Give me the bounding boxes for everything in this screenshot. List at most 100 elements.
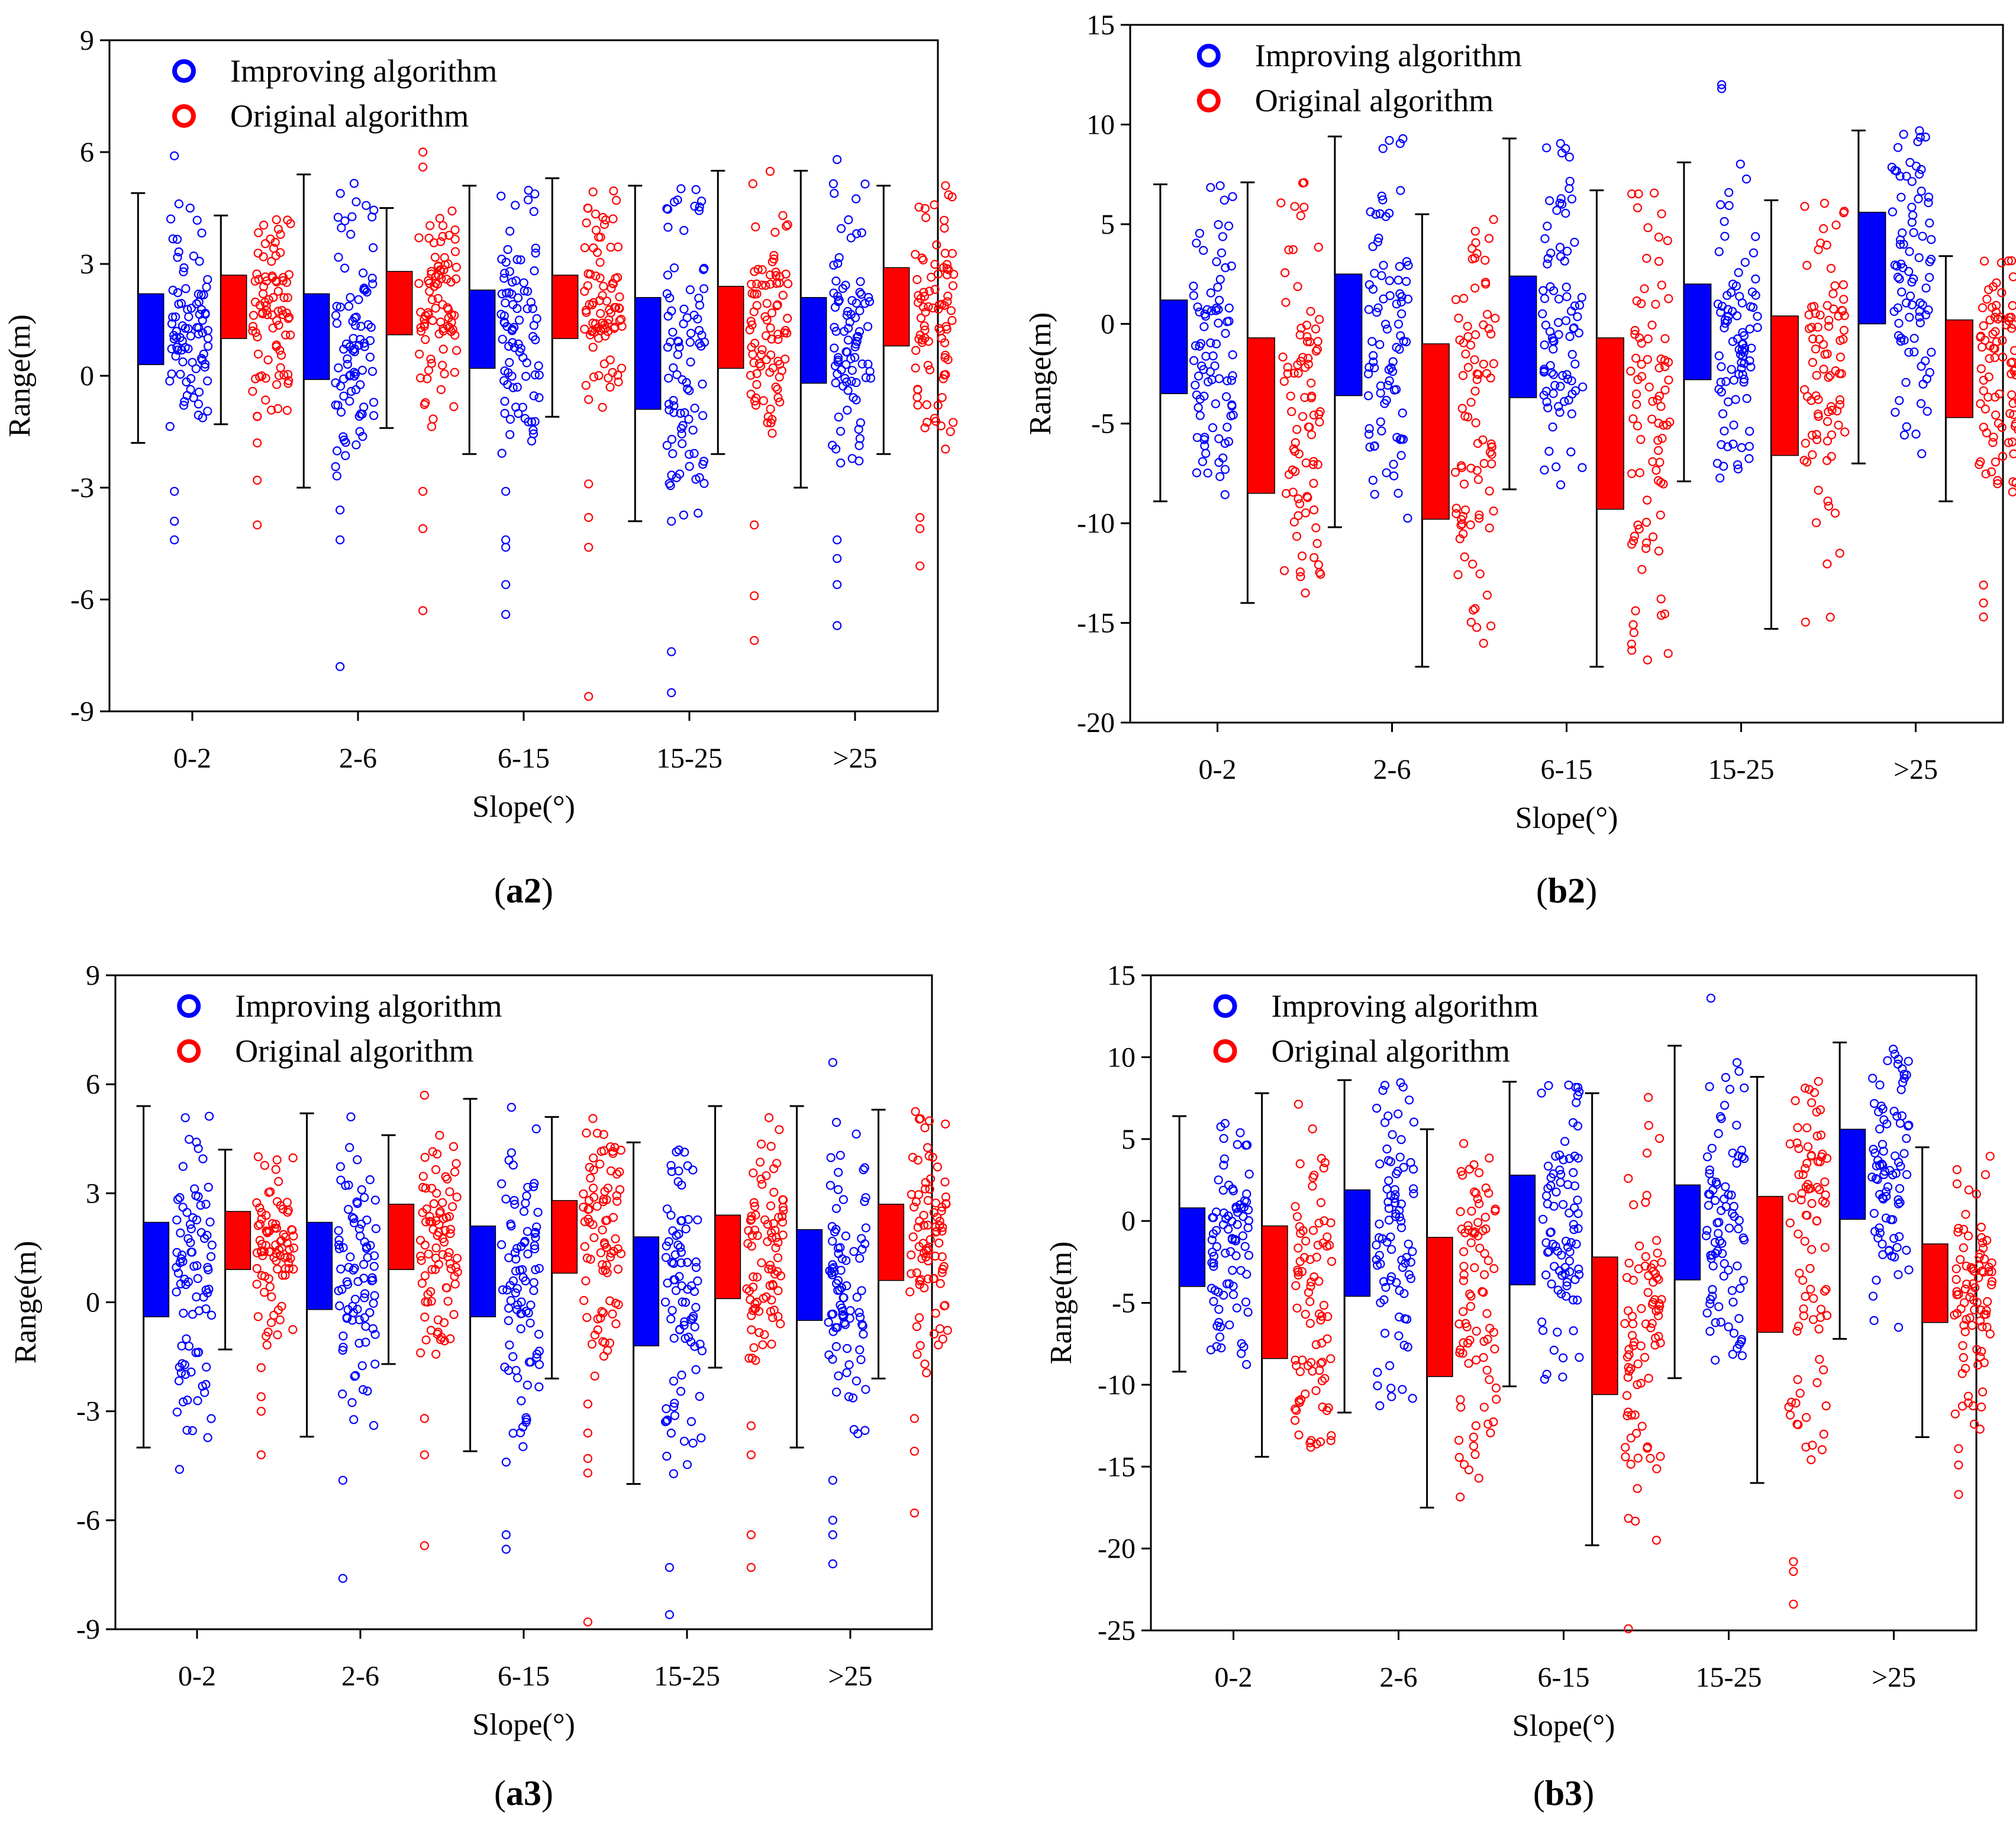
box-rect [1261, 1225, 1288, 1359]
scatter-point [605, 1296, 615, 1306]
scatter-point [1480, 1249, 1489, 1258]
scatter-point [598, 291, 607, 300]
scatter-point [505, 357, 514, 368]
scatter-point [833, 1276, 843, 1285]
scatter-point [276, 248, 285, 257]
scatter-point [828, 1355, 837, 1364]
scatter-point [598, 1337, 608, 1346]
scatter-point [1734, 1314, 1744, 1323]
scatter-point [690, 201, 699, 211]
scatter-point [934, 1340, 943, 1350]
scatter-point [202, 282, 211, 292]
scatter-point [416, 1348, 425, 1358]
scatter-point [1574, 1264, 1583, 1274]
scatter-point [828, 1236, 837, 1246]
scatter-point [948, 281, 958, 291]
scatter-point [1801, 1292, 1810, 1301]
scatter-point [773, 334, 783, 344]
scatter-point [1635, 1241, 1644, 1250]
scatter-point [253, 412, 262, 421]
scatter-point [833, 353, 843, 362]
scatter-point [1570, 359, 1580, 369]
scatter-point [1545, 196, 1554, 205]
scatter-point [1624, 1366, 1634, 1376]
outlier-point [750, 520, 759, 530]
scatter-point [1387, 1245, 1396, 1254]
scatter-point [1470, 355, 1479, 365]
scatter-point [202, 1362, 211, 1372]
scatter-point [1482, 1365, 1492, 1375]
scatter-point [686, 1417, 696, 1426]
scatter-point [277, 305, 287, 315]
scatter-point [350, 1372, 359, 1381]
scatter-point [511, 402, 521, 412]
scatter-point [1812, 1182, 1822, 1192]
scatter-point [1705, 1165, 1714, 1175]
scatter-point [1708, 1261, 1718, 1271]
scatter-point [1364, 430, 1374, 439]
outlier-point [583, 1468, 593, 1478]
scatter-point [1232, 1303, 1241, 1313]
scatter-point [1396, 1078, 1405, 1088]
scatter-point [1224, 303, 1234, 313]
scatter-point [282, 1198, 292, 1207]
scatter-point [1629, 536, 1638, 546]
scatter-point [1291, 1404, 1300, 1414]
scatter-point [1578, 382, 1588, 392]
scatter-point [751, 400, 761, 410]
scatter-point [1656, 402, 1666, 411]
box-improving-6-15 [1502, 1080, 1584, 1388]
scatter-point [1227, 1216, 1237, 1226]
scatter-point [1649, 532, 1658, 542]
scatter-point [1294, 1100, 1303, 1109]
scatter-point [584, 1195, 594, 1206]
scatter-point [276, 230, 285, 239]
scatter-point [1917, 186, 1926, 196]
scatter-point [1377, 426, 1386, 436]
scatter-point [1215, 295, 1224, 305]
scatter-point [353, 1155, 362, 1165]
scatter-point [346, 1112, 356, 1121]
scatter-point [1702, 1226, 1712, 1235]
scatter-point [767, 428, 777, 438]
scatter-point [175, 333, 185, 343]
scatter-point [1309, 505, 1319, 515]
scatter-point [339, 391, 349, 401]
scatter-point [450, 1279, 460, 1289]
scatter-point [1224, 437, 1233, 446]
box-rect [1596, 337, 1624, 510]
scatter-point [1463, 321, 1472, 331]
scatter-point [689, 1287, 699, 1296]
scatter-point [1656, 1452, 1665, 1461]
scatter-point [350, 1264, 359, 1273]
scatter-point [911, 346, 921, 355]
scatter-point [1975, 1261, 1984, 1271]
scatter-point [579, 1189, 588, 1198]
scatter-point [765, 1281, 775, 1290]
scatter-point [358, 431, 367, 441]
scatter-point [1957, 1369, 1967, 1378]
scatter-point [188, 1310, 198, 1319]
scatter-point [1660, 385, 1670, 395]
outlier-point [256, 1363, 266, 1372]
y-tick-label: 3 [80, 249, 94, 280]
scatter-point [1635, 468, 1644, 478]
scatter-point [840, 327, 849, 336]
scatter-point [1820, 1243, 1830, 1252]
scatter-point [1952, 1179, 1962, 1189]
scatter-point [1656, 510, 1665, 520]
scatter-point [588, 343, 598, 352]
scatter-point [1714, 385, 1724, 394]
scatter-point [1648, 457, 1657, 466]
scatter-point [276, 350, 286, 360]
scatter-point [1206, 288, 1215, 298]
scatter-point [1395, 262, 1404, 271]
y-tick-label: -5 [1112, 1288, 1136, 1319]
scatter-point [496, 191, 506, 201]
scatter-point [1838, 280, 1848, 289]
scatter-point [1392, 299, 1401, 309]
scatter-point [662, 440, 672, 450]
scatter-point [830, 343, 839, 353]
scatter-point [1813, 323, 1823, 332]
scatter-point [370, 1195, 380, 1205]
